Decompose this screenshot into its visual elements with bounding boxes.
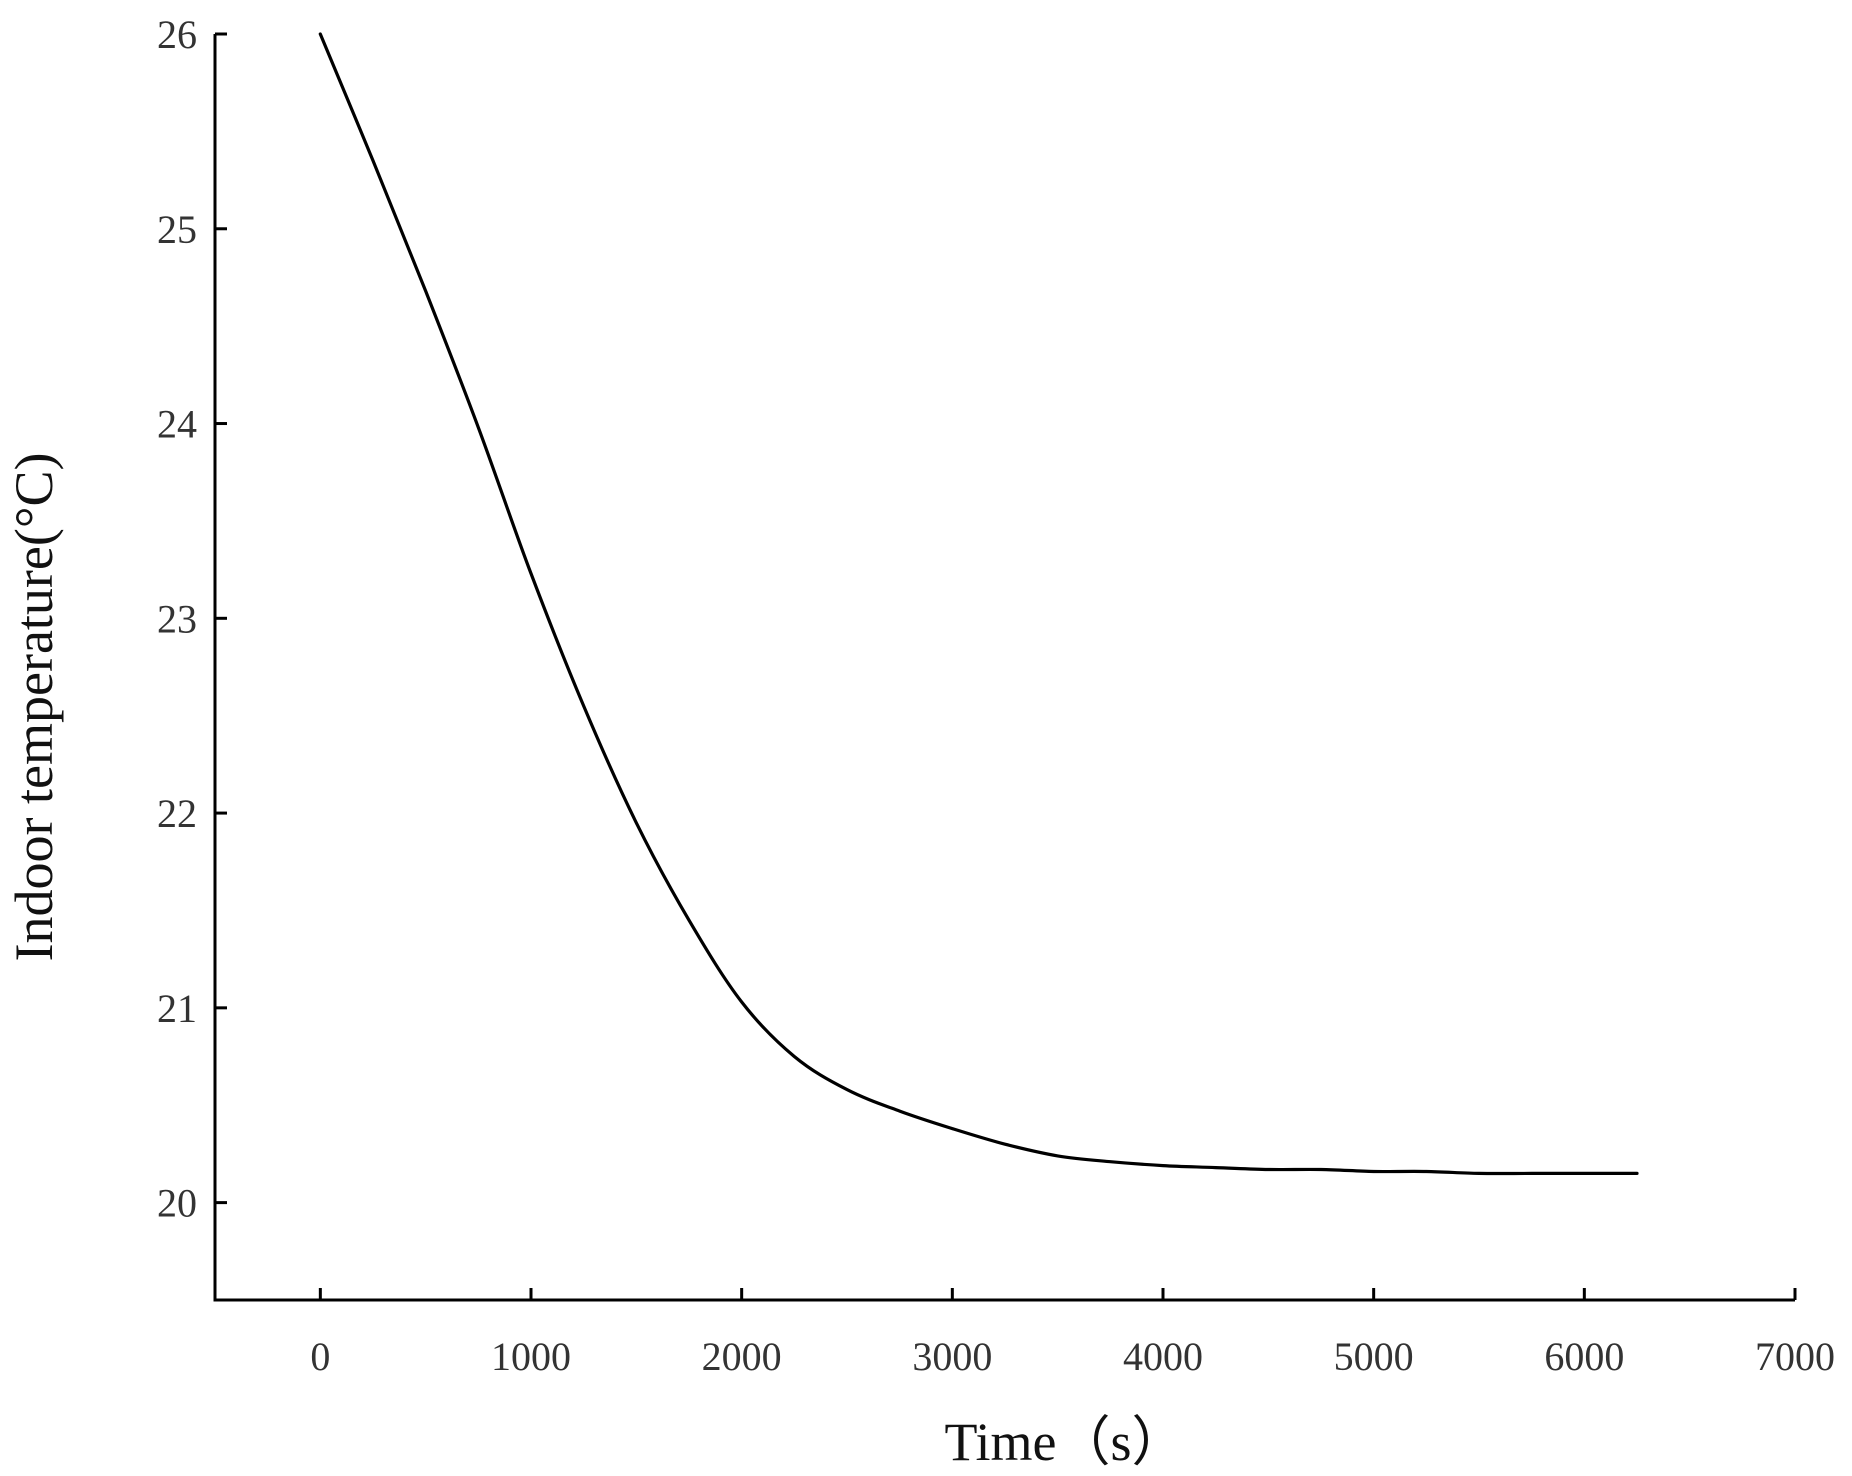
y-tick-label: 20: [157, 1181, 197, 1226]
x-axis-ticks: 0 1000 2000 3000 4000 5000 6000 7000: [310, 1288, 1835, 1379]
x-axis-title: Time（s）: [944, 1412, 1185, 1472]
series-line-0: [318, 32, 1639, 1176]
x-tick-label: 0: [310, 1334, 330, 1379]
x-tick-label: 6000: [1544, 1334, 1624, 1379]
x-tick-label: 4000: [1123, 1334, 1203, 1379]
x-tick-label: 1000: [491, 1334, 571, 1379]
axes: [213, 34, 1795, 1302]
x-tick-label: 2000: [702, 1334, 782, 1379]
y-tick-label: 21: [157, 986, 197, 1031]
series-layer: [318, 32, 1639, 1176]
y-tick-label: 25: [157, 207, 197, 252]
x-tick-label: 5000: [1334, 1334, 1414, 1379]
x-tick-label: 7000: [1755, 1334, 1835, 1379]
y-tick-label: 23: [157, 596, 197, 641]
y-axis-ticks: 20 21 22 23 24 25 26: [157, 12, 227, 1226]
y-tick-label: 22: [157, 791, 197, 836]
y-tick-label: 24: [157, 402, 197, 447]
y-axis-title: Indoor temperature(°C): [4, 453, 64, 962]
y-tick-label: 26: [157, 12, 197, 57]
x-tick-label: 3000: [912, 1334, 992, 1379]
